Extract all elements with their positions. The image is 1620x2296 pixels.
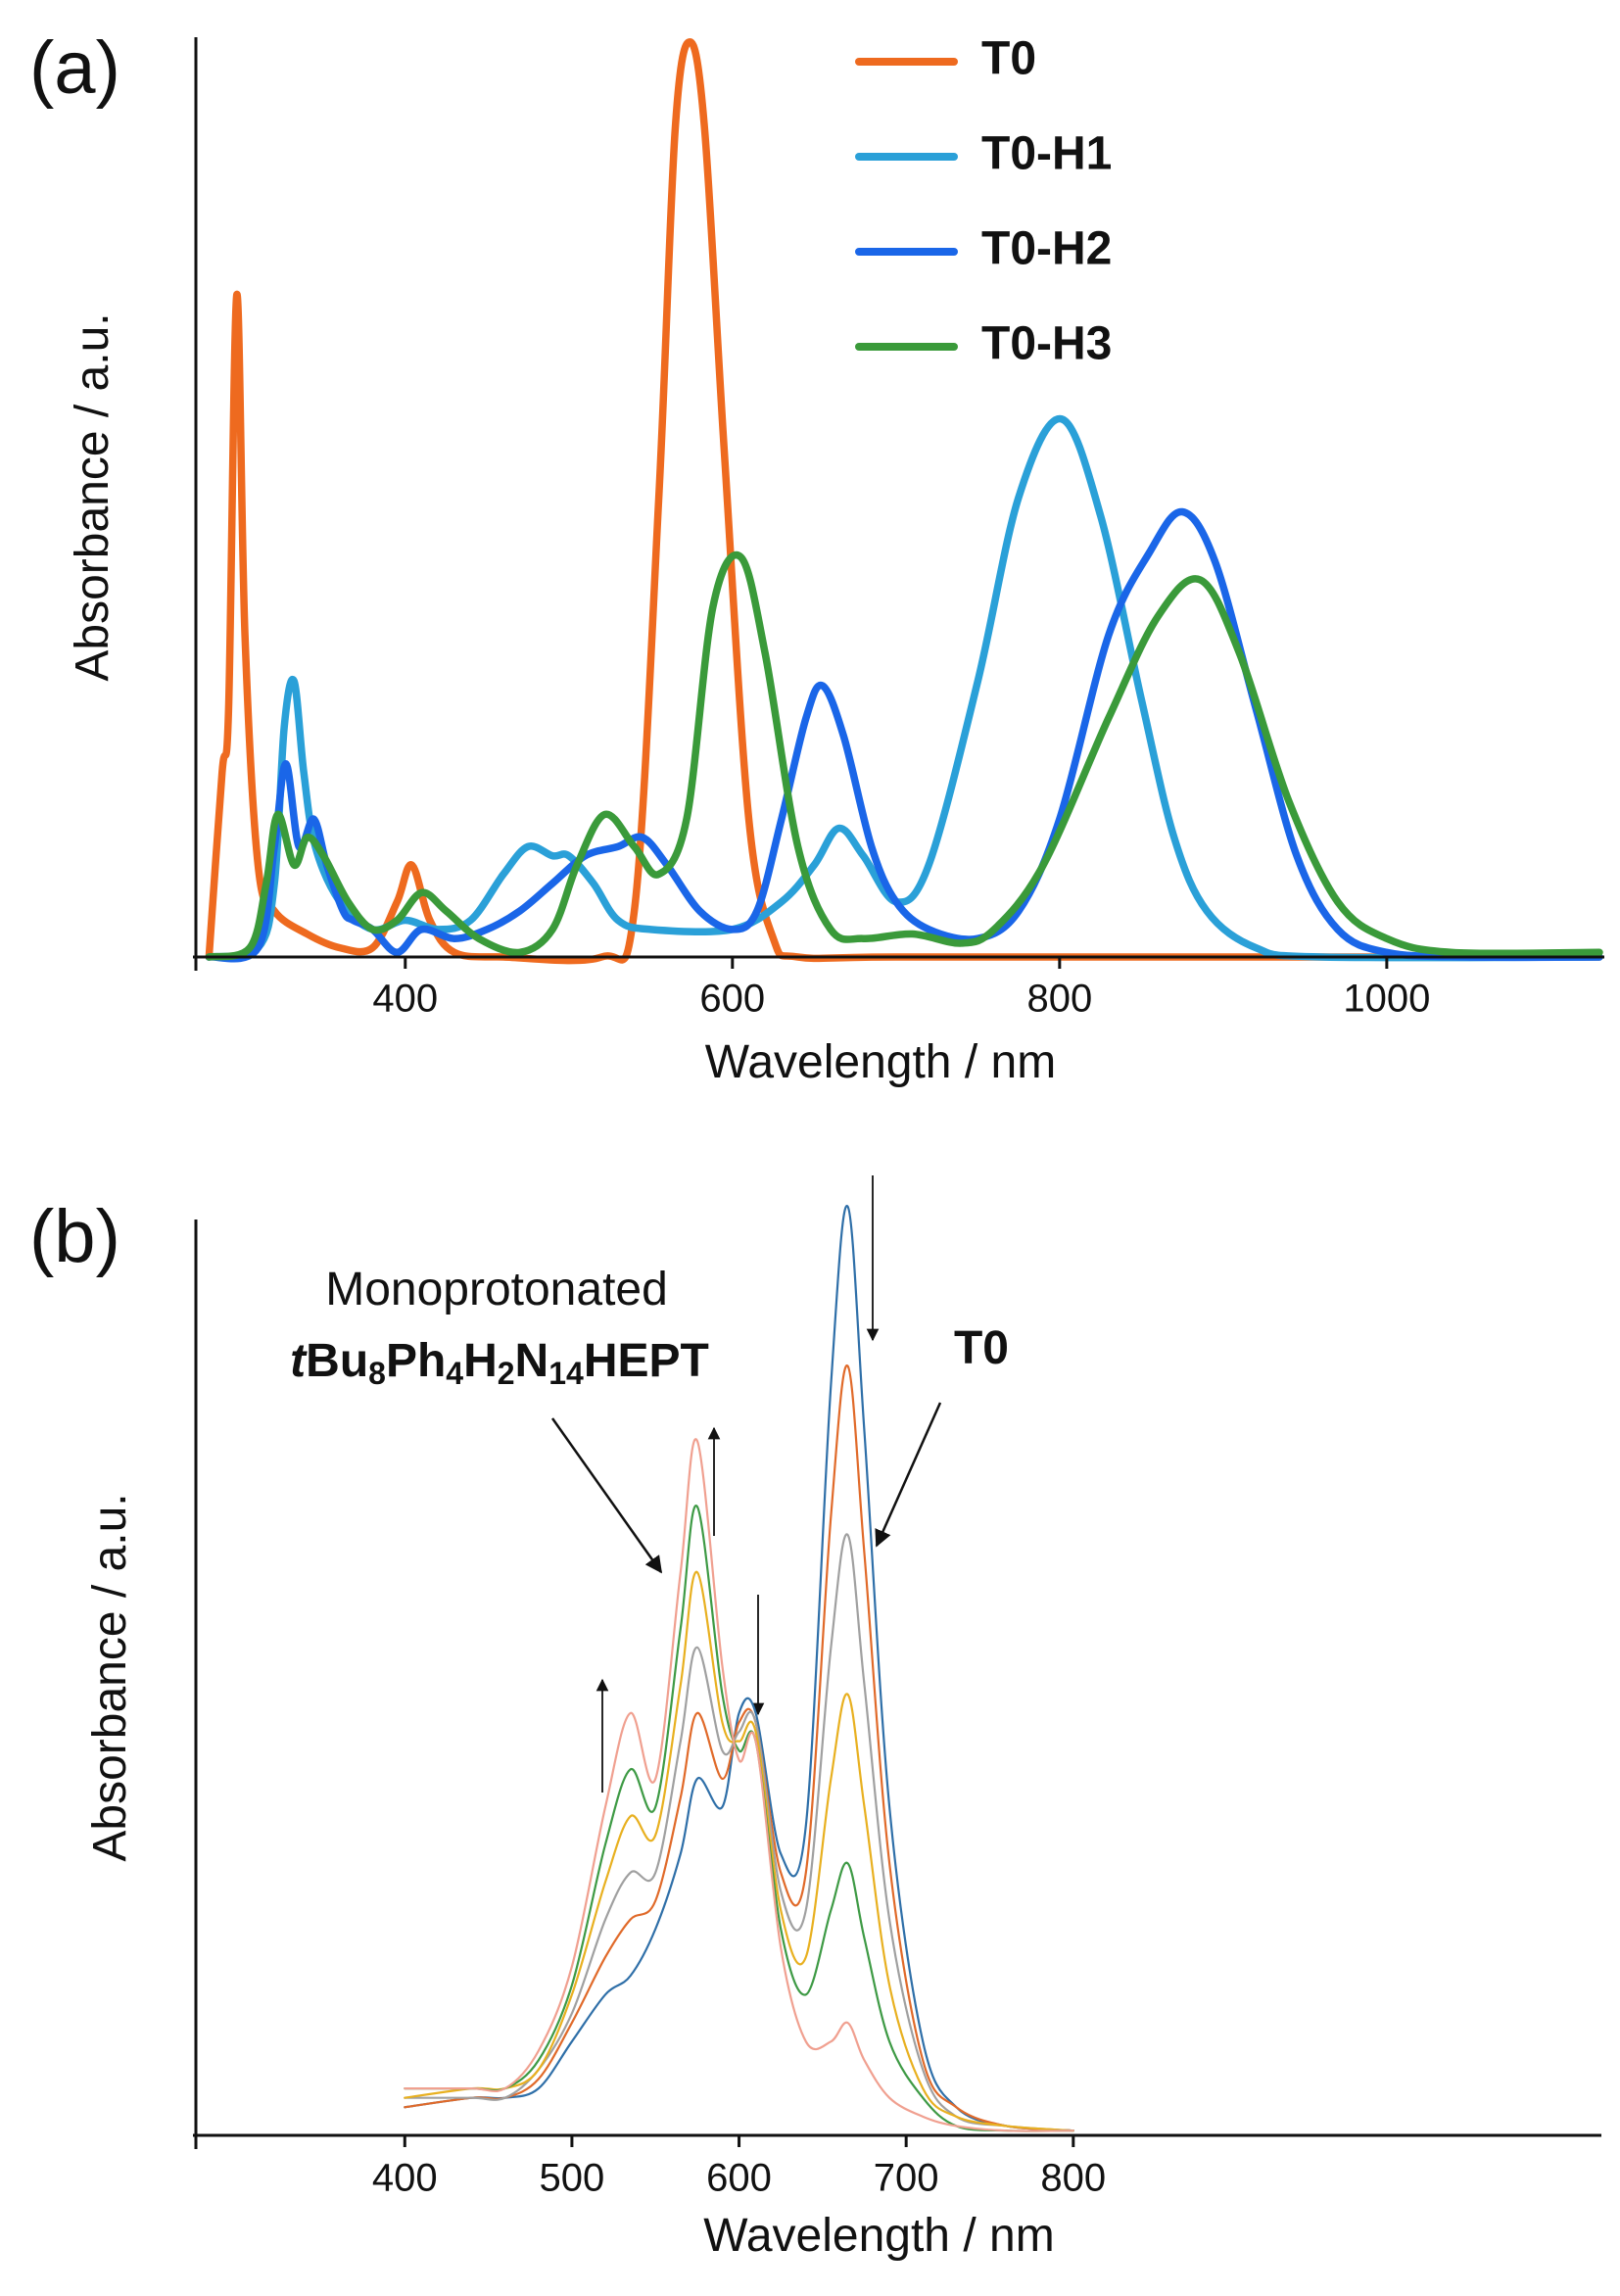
data-line [205,37,1603,965]
x-tick-label: 800 [1040,2157,1106,2200]
data-line [404,1364,1074,2132]
x-axis-label: Wavelength / nm [705,1036,1056,1088]
panel-label: (a) [29,26,120,110]
chart-panel: (b) Wavelength / nm Absorbance / a.u. 400 50… [29,1195,1601,2262]
y-axis-label: Absorbance / a.u. [84,1493,136,1861]
legend-label: T0 [981,33,1036,85]
formula-part: 4 [446,1356,463,1391]
annotation-text: Monoprotonated [325,1264,668,1315]
legend-label: T0-H2 [981,223,1112,275]
chart-panel: (a) Wavelength / nm Absorbance / a.u. 400 60… [29,26,1604,1088]
x-axis-label: Wavelength / nm [703,2210,1054,2262]
x-tick-label: 400 [372,978,438,1021]
data-line [404,1533,1074,2132]
legend-label: T0-H1 [981,128,1112,180]
annotation-formula: tBu8Ph4H2N14HEPT [290,1335,709,1391]
x-tick-label: 400 [372,2157,438,2200]
x-tick-label: 1000 [1343,978,1430,1021]
data-line [205,507,1603,963]
arrow [550,1417,663,1574]
formula-part: 2 [498,1356,515,1391]
x-tick-label: 500 [540,2157,605,2200]
formula-part: Bu [306,1335,368,1387]
formula-part: N [515,1335,549,1387]
annotation-label: T0 [954,1322,1009,1374]
formula-part: Ph [386,1335,446,1387]
x-tick-label: 700 [874,2157,939,2200]
data-line [404,1505,1074,2132]
data-line [404,1205,1074,2132]
formula-part: H [463,1335,498,1387]
formula-part: HEPT [584,1335,709,1387]
formula-part: 8 [368,1356,386,1391]
legend-label: T0-H3 [981,318,1112,370]
formula-part: 14 [548,1356,584,1391]
arrow [875,1402,942,1548]
data-line [205,551,1603,961]
x-tick-label: 800 [1026,978,1092,1021]
panel-label: (b) [29,1195,120,1278]
x-tick-label: 600 [706,2157,772,2200]
x-tick-label: 600 [699,978,765,1021]
data-line [404,1571,1074,2132]
data-line [404,1438,1074,2132]
formula-part: t [290,1335,308,1387]
y-axis-label: Absorbance / a.u. [67,312,119,681]
annotation-arrows [550,1175,942,1793]
